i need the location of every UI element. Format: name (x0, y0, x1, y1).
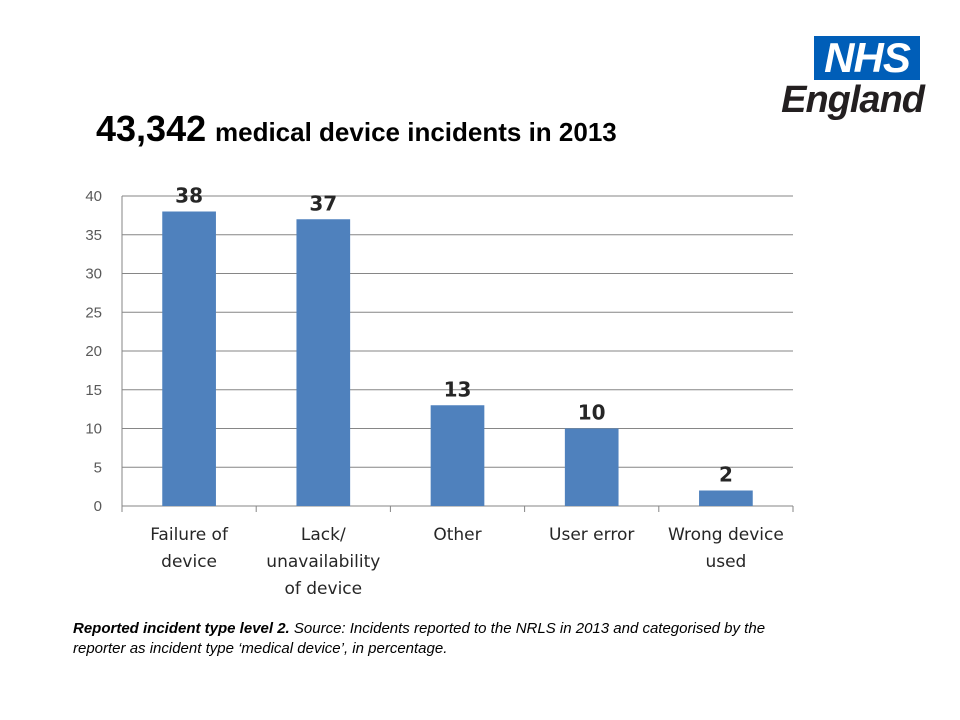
x-category-line: unavailability (266, 552, 380, 572)
x-category-line: Wrong device (668, 525, 784, 545)
title-number: 43,342 (96, 108, 207, 149)
x-category-line: of device (284, 579, 362, 599)
bar-0 (162, 211, 216, 506)
x-category-label: Wrong device used (668, 525, 784, 572)
nhs-england-logo: NHS England (781, 36, 930, 121)
y-tick-label: 20 (85, 343, 102, 360)
y-tick-label: 40 (85, 188, 102, 205)
nhs-logo-mark: NHS (814, 36, 920, 80)
data-label: 10 (578, 401, 606, 425)
x-category-line: Lack/ (301, 525, 346, 545)
x-category-label: Other (433, 525, 481, 545)
bar-4 (699, 490, 753, 506)
data-label: 13 (444, 377, 472, 401)
page-title: 43,342 medical device incidents in 2013 (96, 108, 617, 150)
data-label: 2 (719, 463, 733, 487)
bar-3 (564, 428, 619, 506)
y-tick-label: 0 (94, 498, 102, 515)
bar-chart: 0 5 10 15 20 25 30 35 40 38 Failure of device 37 Lack… (85, 184, 794, 599)
title-text: medical device incidents in 2013 (215, 117, 617, 147)
y-tick-label: 35 (85, 227, 102, 244)
x-category-line: Failure of (150, 525, 229, 545)
x-category-label: Failure of device (150, 525, 229, 572)
caption-text: Source: Incidents reported to the NRLS i… (73, 620, 766, 657)
x-category-label: Lack/unavailability of device (266, 525, 380, 599)
x-category-line: User error (549, 525, 634, 545)
y-tick-label: 30 (85, 266, 102, 283)
caption-bold: Reported incident type level 2. (73, 620, 290, 637)
y-tick-label: 15 (85, 382, 102, 399)
x-category-line: Other (433, 525, 481, 545)
y-tick-label: 25 (85, 304, 102, 321)
y-tick-label: 10 (85, 421, 102, 438)
data-label: 37 (309, 191, 337, 215)
y-tick-label: 5 (94, 459, 102, 476)
nhs-logo-england: England (781, 79, 925, 121)
x-category-label: User error (549, 525, 634, 545)
bar-2 (430, 405, 485, 506)
x-category-line: device (161, 552, 217, 572)
bar-1 (296, 219, 351, 506)
x-category-line: used (705, 552, 746, 572)
chart-caption: Reported incident type level 2. Source: … (73, 619, 793, 659)
data-label: 38 (175, 184, 203, 208)
